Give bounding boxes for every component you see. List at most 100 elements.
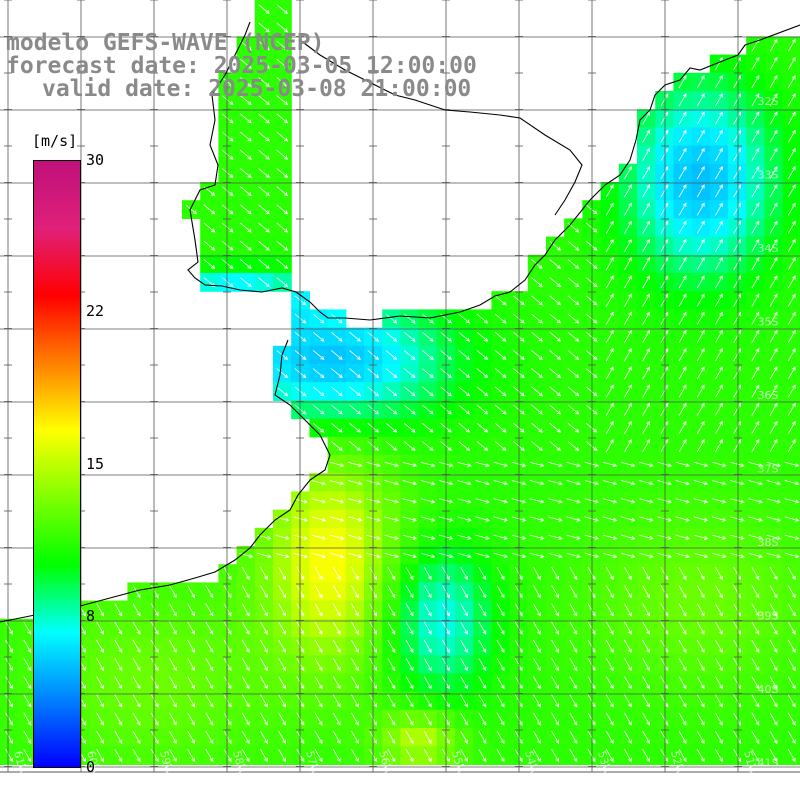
wind-vector (240, 277, 252, 288)
wind-vector (584, 534, 600, 540)
wind-vector (605, 603, 614, 617)
wind-vector (715, 384, 723, 398)
wind-vector (387, 730, 396, 744)
wind-vector (240, 204, 252, 215)
wind-vector (548, 480, 563, 486)
wind-vector (605, 257, 614, 271)
wind-vector (769, 348, 778, 362)
wind-cell (691, 382, 711, 401)
wind-vector (733, 712, 742, 726)
wind-cell (673, 418, 693, 438)
wind-vector (678, 639, 687, 653)
wind-vector (385, 441, 398, 451)
wind-vector (660, 567, 669, 581)
wind-vector (312, 422, 325, 433)
wind-vector (240, 77, 252, 87)
wind-cell (691, 364, 711, 383)
wind-vector (624, 293, 632, 307)
wind-vector (260, 621, 268, 635)
wind-cell (764, 54, 784, 74)
wind-vector (241, 749, 250, 763)
wind-cell (782, 582, 800, 602)
wind-vector (769, 585, 778, 599)
wind-vector (715, 75, 723, 89)
wind-vector (751, 329, 760, 343)
wind-vector (784, 498, 800, 504)
wind-vector (150, 712, 159, 726)
wind-vector (114, 658, 123, 672)
wind-vector (314, 676, 323, 690)
wind-vector (660, 111, 669, 125)
wind-vector (787, 93, 796, 107)
wind-vector (223, 694, 232, 708)
wind-vector (642, 585, 651, 599)
wind-vector (567, 368, 580, 379)
wind-vector (150, 749, 159, 763)
wind-vector (751, 147, 760, 161)
wind-vector (769, 38, 778, 52)
wind-cell (746, 127, 765, 147)
wind-vector (258, 186, 270, 197)
wind-vector (569, 585, 578, 599)
wind-vector (769, 658, 778, 672)
wind-vector (660, 147, 669, 161)
wind-vector (496, 676, 505, 690)
wind-cell (728, 218, 747, 238)
wind-vector (585, 422, 598, 433)
wind-cell (618, 236, 638, 256)
wind-vector (585, 240, 598, 251)
wind-vector (549, 368, 562, 379)
wind-vector (531, 422, 543, 433)
wind-vector (624, 402, 632, 416)
longitude-labels: 61W 60W 59W 58W 57W 56W 55W 54W 53W 52W 51W (11, 749, 760, 777)
wind-vector (240, 40, 252, 51)
wind-vector (605, 420, 614, 434)
longitude-label: 51W (741, 749, 760, 777)
wind-vector (349, 404, 361, 415)
wind-vector (585, 404, 598, 415)
wind-vector (150, 730, 159, 744)
wind-vector (787, 567, 796, 581)
wind-cell (764, 327, 784, 347)
wind-vector (221, 77, 234, 87)
wind-vector (423, 730, 432, 744)
wind-vector (422, 441, 434, 451)
wind-cell (728, 327, 747, 347)
wind-vector (751, 93, 760, 107)
wind-vector (642, 439, 651, 453)
wind-cell (637, 309, 656, 329)
wind-vector (784, 516, 800, 522)
wind-vector (784, 552, 800, 559)
wind-vector (678, 348, 687, 362)
wind-vector (769, 184, 778, 198)
wind-vector (460, 603, 469, 617)
wind-vector (240, 222, 252, 233)
wind-cell (764, 309, 784, 329)
wind-vector (639, 534, 654, 540)
wind-vector (696, 329, 705, 343)
wind-vector (624, 238, 632, 252)
wind-vector (605, 658, 614, 672)
wind-vector (187, 585, 196, 599)
wind-cell (728, 364, 747, 383)
wind-vector (150, 676, 159, 690)
wind-vector (384, 498, 399, 504)
wind-vector (715, 420, 723, 434)
wind-vector (332, 694, 341, 708)
wind-vector (751, 658, 760, 672)
wind-vector (385, 386, 398, 397)
wind-vector (769, 166, 778, 180)
wind-vector (624, 621, 632, 635)
wind-vector (566, 552, 581, 559)
wind-vector (787, 639, 796, 653)
wind-vector (314, 639, 323, 653)
wind-vector (769, 147, 778, 161)
wind-vector (569, 694, 578, 708)
wind-vector (787, 166, 796, 180)
wind-vector (660, 749, 669, 763)
wind-cell (728, 291, 747, 310)
wind-vector (660, 402, 669, 416)
wind-cell (691, 200, 711, 219)
wind-vector (602, 516, 618, 522)
wind-vector (496, 585, 505, 599)
